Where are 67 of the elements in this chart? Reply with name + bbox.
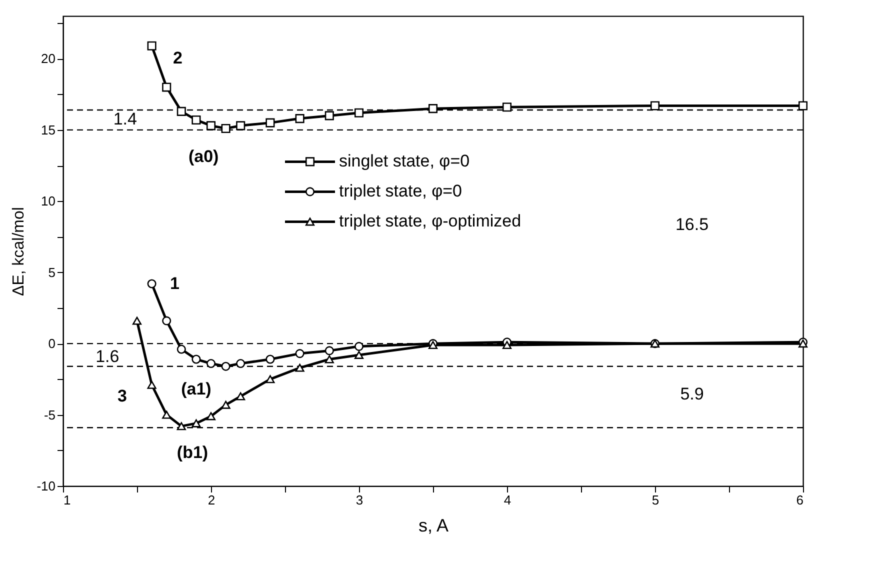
y-tick-label: 15 (41, 122, 56, 138)
point (324, 346, 334, 356)
point (192, 115, 201, 124)
point (192, 419, 201, 428)
point (266, 375, 275, 384)
annotation: 1.4 (113, 109, 137, 128)
point (295, 349, 304, 358)
point (428, 104, 438, 114)
y-tick-label: 0 (48, 336, 56, 352)
point (221, 124, 230, 134)
point (206, 359, 216, 368)
point (221, 400, 230, 409)
point (176, 106, 186, 116)
x-tick-label: 6 (796, 492, 804, 508)
point (236, 392, 246, 400)
y-tick-label: 5 (48, 264, 56, 280)
point (236, 359, 246, 368)
x-tick-label: 1 (64, 492, 71, 508)
annotation: 3 (117, 386, 127, 406)
annotation: 2 (172, 48, 182, 68)
point (206, 121, 216, 130)
point (221, 362, 230, 371)
y-tick-label: -10 (36, 478, 56, 494)
point (502, 102, 512, 112)
legend-label: singlet state, φ=0 (339, 152, 470, 171)
y-tick-label: 10 (41, 194, 56, 209)
point (354, 350, 364, 359)
point (132, 316, 142, 325)
y-axis-title: ΔE, kcal/mol (10, 207, 28, 296)
x-tick-label: 4 (504, 492, 512, 508)
point (798, 101, 808, 110)
legend-label: triplet state, φ-optimized (339, 212, 522, 231)
y-tick-label: 20 (41, 51, 56, 66)
x-tick-label: 3 (356, 492, 364, 508)
x-tick-label: 2 (208, 492, 216, 508)
point (236, 121, 246, 130)
point (162, 316, 172, 326)
point (147, 380, 156, 389)
point (354, 108, 364, 118)
y-tick-label: -5 (44, 407, 56, 422)
annotation: 1 (170, 274, 180, 293)
annotation: (a0) (188, 147, 219, 166)
point (176, 422, 186, 430)
point (147, 279, 156, 288)
point (147, 41, 156, 50)
annotation: 1.6 (96, 346, 120, 366)
point (162, 82, 172, 92)
annotation: 16.5 (675, 215, 709, 234)
point (324, 355, 334, 364)
point (502, 340, 512, 350)
legend-label: triplet state, φ=0 (339, 182, 462, 201)
point (295, 114, 304, 124)
point (650, 101, 660, 110)
annotation: 5.9 (680, 384, 704, 404)
point (192, 354, 201, 364)
point (354, 342, 364, 351)
point (206, 412, 216, 420)
point (266, 118, 275, 128)
point (176, 344, 186, 354)
point (324, 111, 334, 120)
point (295, 364, 304, 372)
point (162, 410, 172, 419)
point (266, 354, 275, 364)
annotation: (b1) (176, 443, 208, 462)
x-axis-title: s, A (418, 516, 449, 536)
annotation: (a1) (181, 380, 212, 399)
x-tick-label: 5 (652, 492, 660, 508)
